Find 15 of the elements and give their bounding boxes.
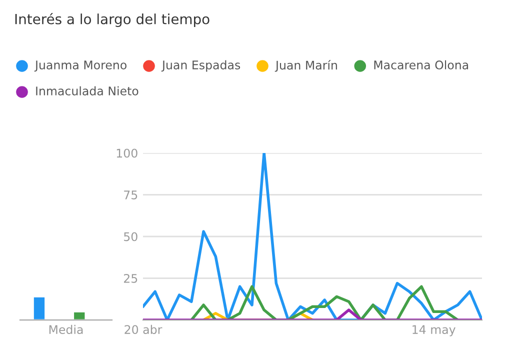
line-series [190, 285, 460, 320]
legend-label: Juan Espadas [161, 60, 240, 72]
y-tick-label: 25 [124, 274, 138, 283]
line-series [143, 153, 482, 320]
chart-title: Interés a lo largo del tiempo [15, 13, 210, 27]
y-tick-label: 50 [124, 232, 138, 242]
legend-label: Juan Marín [274, 60, 337, 72]
x-tick-label: 20 abr [124, 324, 162, 334]
legend-label: Inmaculada Nieto [36, 86, 138, 96]
legend-label: Juanma Moreno [34, 60, 126, 72]
legend-label: Macarena Olona [374, 60, 468, 70]
y-tick-label: 100 [116, 148, 138, 158]
y-tick-label: 75 [124, 190, 138, 200]
x-tick-label: Media [49, 324, 83, 334]
x-tick-label: 14 may [412, 325, 456, 336]
